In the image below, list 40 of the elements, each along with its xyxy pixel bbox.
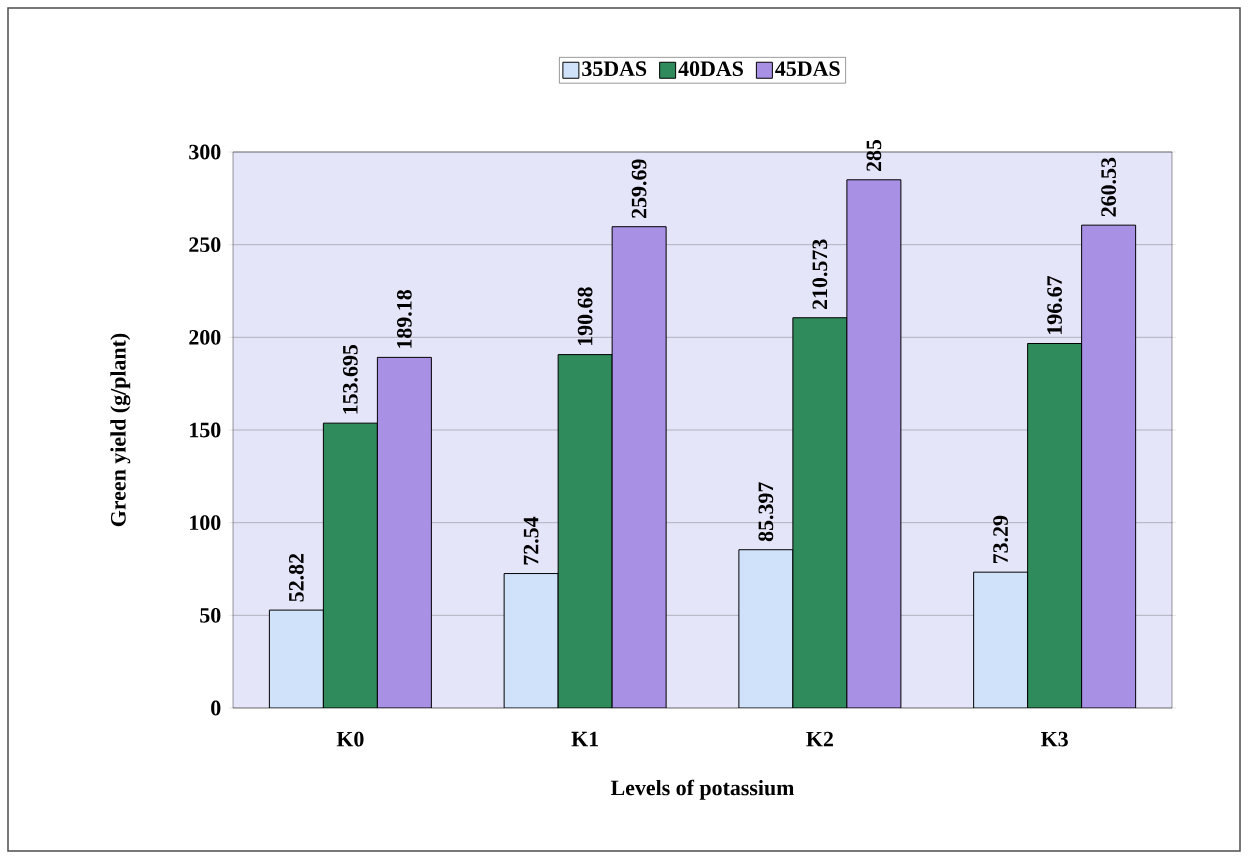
y-tick-label: 150 [190,422,221,438]
data-label: 153.695 [342,344,358,414]
bar [846,179,902,708]
legend-label: 35DAS [582,61,647,77]
x-tick-label: K2 [806,731,833,747]
data-label: 260.53 [1101,157,1117,217]
y-tick-label: 50 [200,607,221,623]
data-label: 196.67 [1047,275,1063,334]
bar [503,573,559,708]
data-label: 285 [866,139,882,172]
data-label: 210.573 [812,239,828,310]
data-label: 190.68 [577,287,593,346]
data-label: 72.54 [523,516,539,565]
bar [792,317,848,708]
y-axis-title: Green yield (g/plant) [110,333,131,527]
y-tick-label: 200 [189,329,221,345]
x-tick-label: K0 [336,731,364,747]
data-label: 259.69 [631,159,647,218]
x-tick-label: K3 [1041,731,1068,747]
bar [1027,343,1083,708]
bar [557,354,613,708]
bar [973,571,1029,708]
legend-label: 40DAS [678,61,743,77]
y-tick-label: 300 [189,144,221,160]
bar [269,610,324,708]
bar [377,357,432,708]
y-tick-label: 250 [189,237,221,253]
bar [323,423,378,708]
y-tick-label: 0 [211,700,221,716]
y-tick-label: 100 [190,515,221,531]
data-label: 52.82 [288,553,304,602]
bar [738,549,794,708]
x-tick-label: K1 [571,731,599,747]
data-label: 73.29 [993,515,1009,564]
legend-label: 45DAS [775,61,840,77]
bar [611,226,667,708]
bar [1081,224,1137,708]
x-axis-title: Levels of potassium [610,779,795,800]
data-label: 85.397 [758,482,774,542]
data-label: 189.18 [396,290,412,348]
